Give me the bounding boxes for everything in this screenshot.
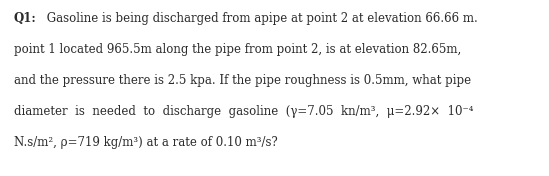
Text: and the pressure there is 2.5 kpa. If the pipe roughness is 0.5mm, what pipe: and the pressure there is 2.5 kpa. If th… (14, 74, 471, 87)
Text: N.s/m², ρ=719 kg/m³) at a rate of 0.10 m³/s?: N.s/m², ρ=719 kg/m³) at a rate of 0.10 m… (14, 136, 277, 149)
Text: diameter  is  needed  to  discharge  gasoline  (γ=7.05  kn/m³,  μ=2.92×  10⁻⁴: diameter is needed to discharge gasoline… (14, 105, 473, 118)
Text: Q1:: Q1: (14, 12, 36, 25)
Text: Gasoline is being discharged from apipe at point 2 at elevation 66.66 m.: Gasoline is being discharged from apipe … (43, 12, 478, 25)
Text: point 1 located 965.5m along the pipe from point 2, is at elevation 82.65m,: point 1 located 965.5m along the pipe fr… (14, 43, 461, 56)
